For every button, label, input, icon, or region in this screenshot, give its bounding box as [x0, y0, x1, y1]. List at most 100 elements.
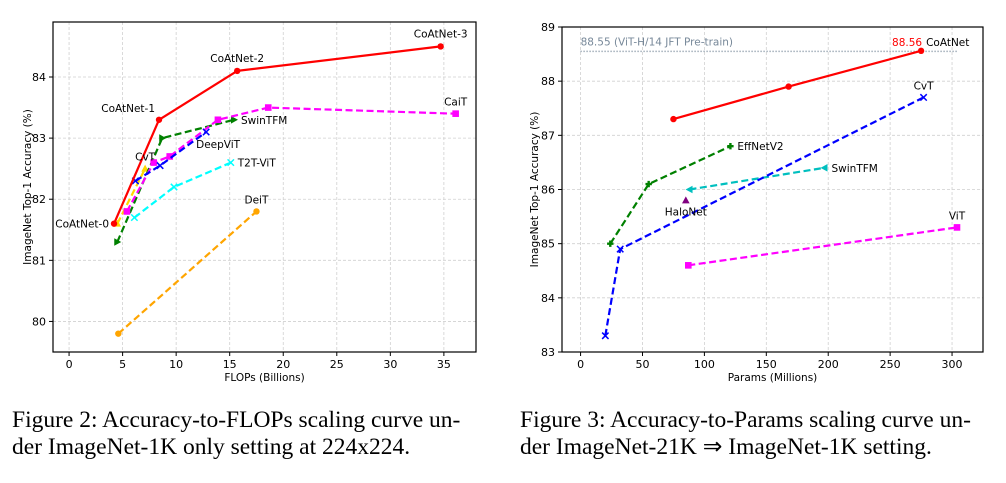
- point-label-coatnet-3: CoAtNet-3: [414, 28, 468, 40]
- point-vit: [953, 224, 961, 231]
- y-tick-label: 89: [541, 21, 555, 34]
- x-tick-label: 0: [66, 358, 73, 371]
- point-swintfm: [159, 134, 167, 142]
- series-line-swintfm: [116, 118, 235, 243]
- point-cait: [123, 208, 131, 215]
- series-t2t-vit: [130, 158, 235, 222]
- point-halonet: [682, 196, 690, 204]
- caption-line: der ImageNet-21K ⇒ ImageNet-1K setting.: [520, 434, 932, 460]
- series-effnetv2: [607, 142, 734, 247]
- x-tick-label: 35: [437, 358, 451, 371]
- series-label-halonet: HaloNet: [665, 206, 707, 218]
- x-axis-label: FLOPs (Billions): [224, 372, 304, 384]
- series-line-vit: [688, 226, 958, 267]
- point-t2t-vit: [130, 213, 139, 222]
- y-tick-label: 88: [541, 75, 555, 88]
- point-cvt: [141, 164, 149, 172]
- x-tick-label: 15: [223, 358, 237, 371]
- x-tick-label: 10: [169, 358, 183, 371]
- highlight-value-label: 88.56: [892, 37, 922, 49]
- series-deit: [115, 208, 260, 337]
- series-line-cvt: [604, 96, 925, 336]
- y-tick-label: 80: [32, 315, 46, 328]
- series-swintfm: [114, 115, 238, 246]
- series-label-vit: ViT: [949, 210, 966, 222]
- point-swintfm: [230, 115, 238, 124]
- point-label-coatnet-1: CoAtNet-1: [101, 103, 155, 115]
- point-label-coatnet-2: CoAtNet-2: [210, 53, 264, 65]
- point-cait: [150, 159, 157, 166]
- point-swintfm: [685, 185, 693, 194]
- y-tick-label: 83: [541, 346, 555, 359]
- x-tick-label: 250: [880, 358, 901, 371]
- point-label-coatnet-0: CoAtNet-0: [55, 219, 109, 231]
- series-label-cvt: CvT: [135, 152, 156, 164]
- point-cait: [214, 116, 222, 124]
- figure-2-caption: Figure 2: Accuracy-to-FLOPs scaling curv…: [12, 407, 502, 461]
- series-label-deepvit: DeepViT: [196, 139, 241, 151]
- y-tick-label: 87: [541, 129, 555, 142]
- point-deepvit: [202, 128, 210, 136]
- series-line-cait: [125, 106, 456, 212]
- axes-frame: [52, 21, 477, 353]
- point-cvt: [919, 93, 928, 102]
- point-cait: [452, 110, 459, 117]
- point-t2t-vit: [170, 183, 178, 191]
- point-cait: [166, 153, 174, 160]
- series-label-swintfm: SwinTFM: [832, 163, 878, 175]
- y-tick-label: 83: [32, 132, 46, 145]
- point-coatnet: [670, 115, 677, 123]
- y-tick-label: 81: [32, 254, 46, 267]
- x-tick-label: 100: [694, 358, 715, 371]
- point-effnetv2: [727, 142, 734, 150]
- point-t2t-vit: [227, 158, 235, 167]
- x-tick-label: 25: [330, 358, 344, 371]
- series-swintfm: [685, 164, 828, 194]
- x-tick-label: 5: [119, 358, 126, 371]
- y-axis-label: ImageNet Top-1 Accuracy (%): [529, 112, 541, 268]
- point-swintfm: [114, 238, 122, 246]
- grid: [53, 22, 476, 352]
- x-tick-label: 20: [276, 358, 290, 371]
- x-tick-label: 150: [756, 358, 777, 371]
- point-effnetv2: [645, 180, 652, 188]
- series-line-deit: [117, 210, 258, 335]
- caption-line: Figure 2: Accuracy-to-FLOPs scaling curv…: [12, 407, 461, 433]
- series-label-deit: DeiT: [245, 194, 269, 206]
- series-line-effnetv2: [609, 145, 731, 245]
- y-axis-label: ImageNet Top-1 Accuracy (%): [22, 109, 34, 265]
- point-deit: [253, 208, 260, 215]
- series-label-coatnet: CoAtNet: [926, 37, 969, 49]
- series-line-t2t-vit: [133, 161, 232, 219]
- y-tick-label: 86: [541, 184, 555, 197]
- series-vit: [685, 224, 961, 269]
- point-effnetv2: [607, 240, 614, 247]
- reference-line-label: 88.55 (ViT-H/14 JFT Pre-train): [581, 36, 733, 48]
- series-coatnet: [670, 47, 925, 123]
- params-chart: 88.55 (ViT-H/14 JFT Pre-train) ViT SwinTFM…: [529, 21, 984, 384]
- point-cvt: [616, 245, 624, 253]
- series-label-t2t-vit: T2T-ViT: [237, 158, 277, 170]
- series-label-effnetv2: EffNetV2: [737, 141, 783, 153]
- point-coatnet: [785, 83, 792, 90]
- series-line-coatnet: [112, 45, 441, 225]
- y-tick-label: 82: [32, 193, 46, 206]
- series-coatnet: [110, 43, 444, 227]
- series-label-swintfm: SwinTFM: [241, 115, 287, 127]
- point-coatnet: [155, 116, 163, 123]
- point-cvt: [601, 332, 610, 340]
- caption-line: der ImageNet-1K only setting at 224x224.: [12, 434, 411, 460]
- x-tick-label: 0: [577, 358, 584, 371]
- point-swintfm: [820, 164, 828, 172]
- x-axis-label: Params (Millions): [728, 372, 818, 384]
- point-coatnet: [110, 220, 118, 227]
- point-deit: [115, 330, 122, 337]
- series-line-swintfm: [689, 166, 825, 191]
- series-label-cait: CaiT: [444, 97, 468, 109]
- point-deepvit: [156, 161, 164, 170]
- y-tick-label: 84: [32, 71, 46, 84]
- point-coatnet: [233, 67, 241, 75]
- series-cait: [123, 104, 459, 215]
- y-tick-label: 84: [541, 292, 555, 305]
- series-cvt: [113, 164, 149, 227]
